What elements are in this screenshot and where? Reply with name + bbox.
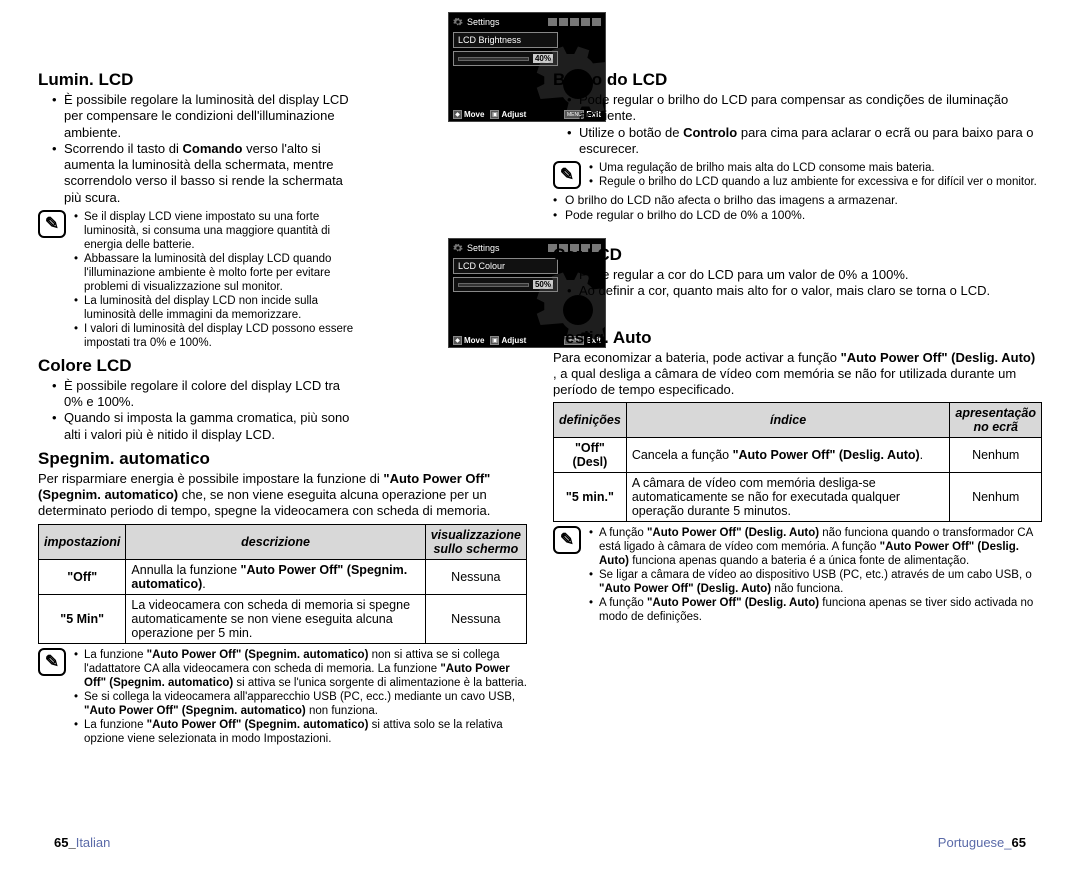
lcd-title: Settings: [467, 17, 544, 27]
cell: Nenhum: [950, 438, 1042, 473]
bullet: Pode regular o brilho do LCD de 0% a 100…: [553, 208, 1042, 223]
cell: La videocamera con scheda di memoria si …: [126, 594, 425, 643]
bullet: Ao definir a cor, quanto mais alto for o…: [567, 283, 1042, 299]
note-icon: ✎: [553, 526, 581, 554]
th-settings: impostazioni: [39, 524, 126, 559]
cell: "Off" (Desl): [554, 438, 627, 473]
note-icon: ✎: [553, 161, 581, 189]
heading-cor-lcd: Cor LCD: [553, 245, 1042, 265]
cell: Nessuna: [425, 594, 526, 643]
tip-list: La funzione "Auto Power Off" (Spegnim. a…: [74, 648, 527, 746]
bullet: O brilho do LCD não afecta o brilho das …: [553, 193, 1042, 208]
th-settings: definições: [554, 403, 627, 438]
note-icon: ✎: [38, 210, 66, 238]
heading-lumin-lcd: Lumin. LCD: [38, 70, 527, 90]
bullet: Quando si imposta la gamma cromatica, pi…: [52, 410, 361, 443]
column-italian: Lumin. LCD È possibile regolare la lumin…: [38, 70, 527, 746]
th-display: visualizzazione sullo schermo: [425, 524, 526, 559]
tip-list: A função "Auto Power Off" (Deslig. Auto)…: [589, 526, 1042, 624]
bullet: È possibile regolare la luminosità del d…: [52, 92, 527, 141]
cell: "Off": [39, 559, 126, 594]
table-auto-power-off-it: impostazioni descrizione visualizzazione…: [38, 524, 527, 644]
table-auto-power-off-pt: definições índice apresentação no ecrã "…: [553, 402, 1042, 522]
paragraph: Para economizar a bateria, pode activar …: [553, 350, 1042, 399]
page-footer-right: Portuguese_65: [938, 835, 1026, 850]
tip-list: Se il display LCD viene impostato su una…: [74, 210, 361, 350]
cell: Nessuna: [425, 559, 526, 594]
paragraph: Per risparmiare energia è possibile impo…: [38, 471, 527, 520]
th-display: apresentação no ecrã: [950, 403, 1042, 438]
cell: Annulla la funzione "Auto Power Off" (Sp…: [126, 559, 425, 594]
heading-spegnim-auto: Spegnim. automatico: [38, 449, 527, 469]
bullet: Pode regular a cor do LCD para um valor …: [567, 267, 1042, 283]
cell: Cancela a função "Auto Power Off" (Desli…: [626, 438, 950, 473]
tip-list: Uma regulação de brilho mais alta do LCD…: [589, 161, 1037, 189]
cell: A câmara de vídeo com memória desliga-se…: [626, 473, 950, 522]
bullet: È possibile regolare il colore del displ…: [52, 378, 361, 411]
heading-colore-lcd: Colore LCD: [38, 356, 527, 376]
heading-brilho-lcd: Brilho do LCD: [553, 70, 1042, 90]
bullet: Utilize o botão de Controlo para cima pa…: [567, 125, 1042, 158]
bullet: Scorrendo il tasto di Comando verso l'al…: [52, 141, 527, 206]
column-portuguese: Brilho do LCD Pode regular o brilho do L…: [553, 70, 1042, 746]
heading-deslig-auto: Deslig. Auto: [553, 328, 1042, 348]
th-index: índice: [626, 403, 950, 438]
cell: Nenhum: [950, 473, 1042, 522]
cell: "5 Min": [39, 594, 126, 643]
bullet: Pode regular o brilho do LCD para compen…: [567, 92, 1042, 125]
page-footer-left: 65_Italian: [54, 835, 110, 850]
cell: "5 min.": [554, 473, 627, 522]
note-icon: ✎: [38, 648, 66, 676]
th-description: descrizione: [126, 524, 425, 559]
gear-icon: [453, 17, 463, 27]
